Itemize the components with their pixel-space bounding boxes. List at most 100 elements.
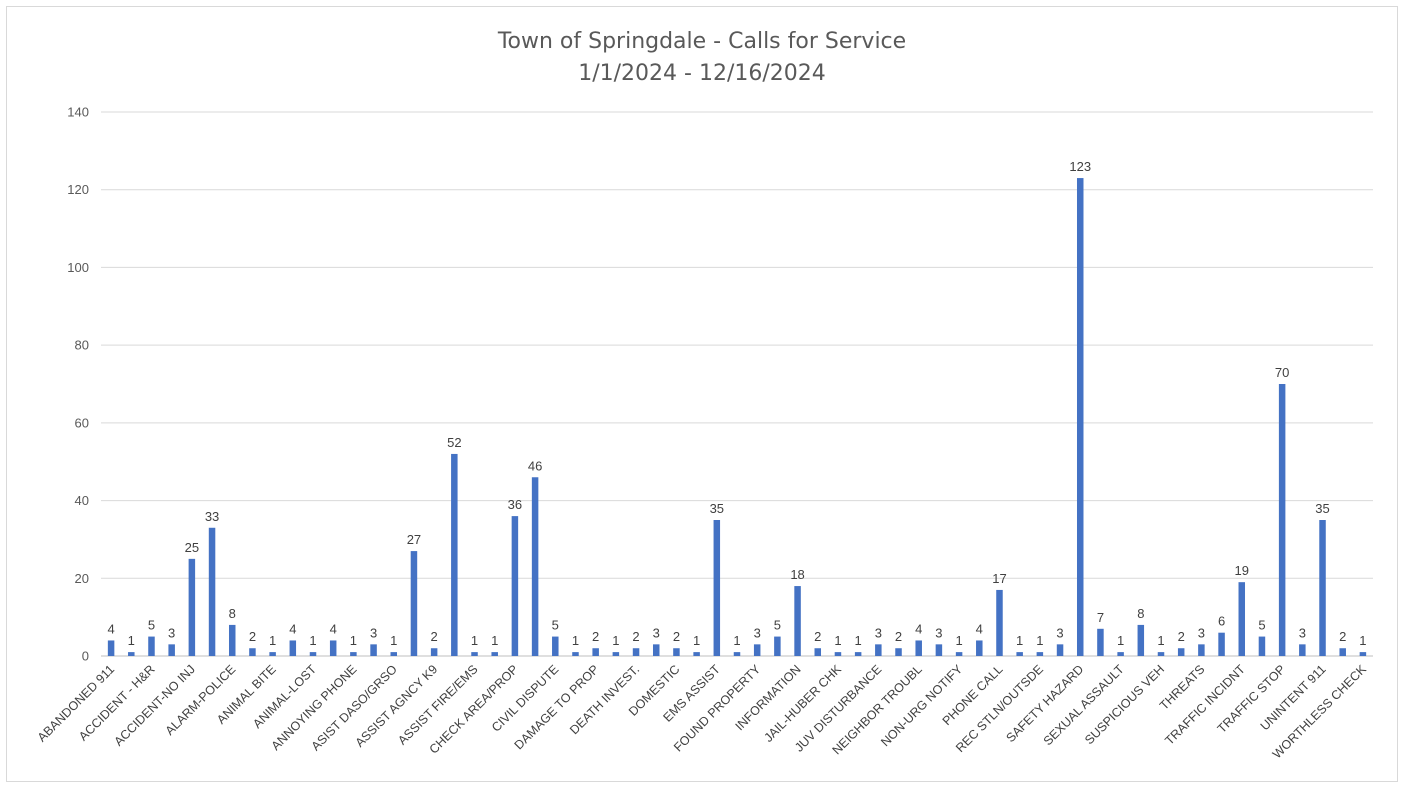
data-label: 35 [1315, 501, 1329, 516]
bar [632, 648, 640, 656]
y-tick-label: 20 [75, 571, 89, 586]
bar [794, 586, 801, 656]
bar [309, 652, 317, 656]
data-label: 5 [1258, 618, 1265, 633]
bar [168, 644, 175, 656]
data-label: 2 [895, 629, 902, 644]
x-tick-label: SAFETY HAZARD [1003, 662, 1086, 745]
bar [1036, 652, 1044, 656]
bar [774, 636, 781, 656]
bar [652, 644, 660, 656]
bar [1137, 624, 1145, 656]
data-label: 1 [572, 633, 579, 648]
data-label: 1 [855, 633, 862, 648]
data-label: 2 [431, 629, 438, 644]
bar [915, 640, 922, 656]
bar [854, 652, 862, 656]
bar [269, 652, 276, 656]
data-label: 1 [309, 633, 316, 648]
data-label: 1 [612, 633, 619, 648]
data-label: 3 [875, 625, 882, 640]
y-tick-label: 140 [67, 105, 89, 120]
bar [208, 527, 216, 656]
y-tick-label: 100 [67, 260, 89, 275]
bar [148, 636, 155, 656]
bar [350, 652, 357, 656]
bar [1076, 178, 1084, 656]
data-label: 1 [269, 633, 276, 648]
bar [491, 652, 498, 656]
data-label: 18 [790, 567, 804, 582]
bar [976, 640, 983, 656]
bar [572, 652, 579, 656]
data-label: 2 [1339, 629, 1346, 644]
y-axis: 0 20 40 60 80 100 120 140 [67, 105, 89, 664]
data-label: 1 [1117, 633, 1124, 648]
data-label: 5 [148, 618, 155, 633]
bar [592, 648, 599, 656]
data-label: 2 [592, 629, 599, 644]
y-tick-label: 40 [75, 493, 89, 508]
data-label: 2 [1178, 629, 1185, 644]
data-label: 4 [915, 621, 922, 636]
x-tick-label: ABANDONED 911 [35, 662, 117, 744]
bar [713, 520, 721, 656]
data-label: 1 [128, 633, 135, 648]
data-label: 4 [330, 621, 337, 636]
data-label: 2 [673, 629, 680, 644]
data-label: 70 [1275, 365, 1289, 380]
bar [693, 652, 700, 656]
bar [370, 644, 377, 656]
bar [430, 648, 438, 656]
data-label: 33 [205, 509, 219, 524]
calls-for-service-chart: Town of Springdale - Calls for Service 1… [35, 29, 1373, 762]
data-label: 3 [1299, 625, 1306, 640]
bars [107, 178, 1367, 656]
bar [289, 640, 297, 656]
data-label: 1 [471, 633, 478, 648]
data-label: 1 [834, 633, 841, 648]
bar [329, 640, 337, 656]
bar [673, 648, 680, 656]
bar [733, 652, 741, 656]
y-tick-label: 60 [75, 415, 89, 430]
data-label: 19 [1235, 563, 1249, 578]
x-tick-label: SUSPICIOUS VEH [1082, 662, 1167, 747]
bar [188, 558, 196, 656]
bar [1056, 644, 1064, 656]
data-label: 2 [249, 629, 256, 644]
bar [451, 453, 458, 656]
data-label: 5 [552, 618, 559, 633]
chart-subtitle: 1/1/2024 - 12/16/2024 [578, 61, 826, 86]
data-label: 1 [693, 633, 700, 648]
data-label: 1 [1157, 633, 1164, 648]
data-label: 3 [754, 625, 761, 640]
data-label: 3 [168, 625, 175, 640]
data-label: 3 [653, 625, 660, 640]
bar [228, 624, 236, 656]
data-label: 46 [528, 458, 542, 473]
data-label: 2 [814, 629, 821, 644]
bar [1016, 652, 1023, 656]
y-tick-label: 120 [67, 182, 89, 197]
bar [107, 640, 115, 656]
bar [1339, 648, 1346, 656]
data-label: 1 [733, 633, 740, 648]
bar [410, 551, 418, 656]
bar [128, 652, 135, 656]
x-tick-label: DEATH INVEST. [567, 662, 642, 737]
bar [552, 636, 559, 656]
data-label: 1 [1016, 633, 1023, 648]
data-label: 1 [955, 633, 962, 648]
data-label: 8 [229, 606, 236, 621]
data-label: 36 [508, 497, 522, 512]
data-label: 25 [185, 540, 199, 555]
data-label: 1 [350, 633, 357, 648]
data-label: 8 [1137, 606, 1144, 621]
data-label: 35 [710, 501, 724, 516]
bar [249, 648, 256, 656]
bar [612, 652, 620, 656]
bar [1218, 632, 1225, 656]
